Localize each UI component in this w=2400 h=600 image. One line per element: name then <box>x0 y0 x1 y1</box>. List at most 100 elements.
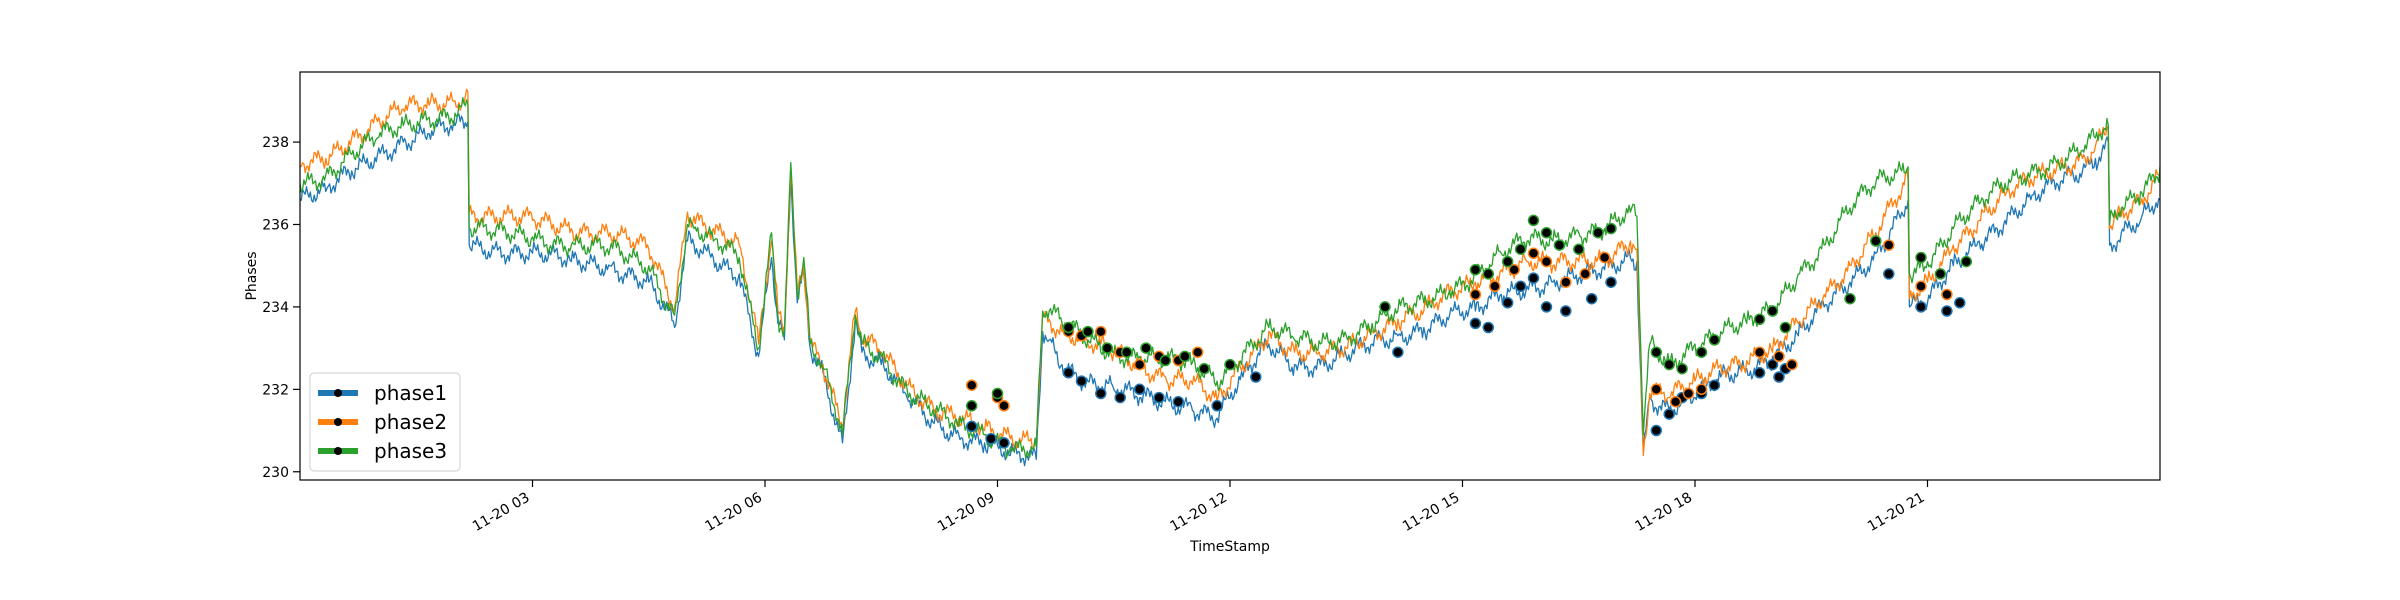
phase2-marker <box>1650 383 1663 396</box>
phase3-marker <box>965 400 978 412</box>
legend-marker-phase3 <box>334 447 342 455</box>
phase1-marker <box>985 433 997 445</box>
phase3-marker <box>1140 342 1152 354</box>
phase3-marker <box>1844 292 1856 305</box>
phase2-marker <box>1786 358 1798 371</box>
phase1-marker <box>1469 317 1482 330</box>
x-axis-label: TimeStamp <box>1189 539 1270 555</box>
phase3-marker <box>1870 235 1882 247</box>
phase2-marker <box>1773 350 1785 363</box>
phase1-marker <box>1605 276 1617 288</box>
phase1-marker <box>1954 297 1966 309</box>
phase3-marker <box>1663 358 1675 371</box>
phase2-marker <box>1941 288 1953 301</box>
phase1-marker <box>1708 379 1721 391</box>
phase3-marker <box>1379 301 1391 313</box>
phase2-marker <box>1540 255 1553 268</box>
legend: phase1 phase2 phase3 <box>309 372 461 472</box>
legend-box <box>309 372 461 472</box>
y-tick-label: 238 <box>262 135 289 151</box>
y-axis-label: Phases <box>244 251 260 300</box>
phase3-marker <box>1501 255 1514 268</box>
phase3-marker <box>1482 268 1495 280</box>
phase3-marker <box>1753 313 1766 326</box>
phase2-marker <box>1560 276 1572 288</box>
phase3-marker <box>1527 214 1540 227</box>
y-axis: 230 232 234 236 238 <box>262 135 300 481</box>
phase3-marker <box>1514 243 1527 255</box>
phase1-marker <box>1585 292 1598 305</box>
phase3-marker <box>1960 255 1973 268</box>
phase3-marker <box>1592 226 1604 239</box>
phase3-marker <box>1179 350 1191 363</box>
phase1-marker <box>1753 367 1766 379</box>
phase1-marker <box>1062 367 1075 379</box>
phase2-marker <box>1469 288 1482 301</box>
phase3-marker <box>1650 346 1663 358</box>
phase3-marker <box>1766 305 1779 317</box>
phase1-marker <box>1153 391 1165 404</box>
phase1-marker <box>1211 400 1223 412</box>
phase2-marker <box>1133 358 1146 371</box>
phase2-marker <box>1695 383 1708 396</box>
phase3-marker <box>1915 251 1927 264</box>
phase1-marker <box>998 437 1010 449</box>
phase1-marker <box>1501 297 1514 309</box>
phase3-marker <box>1120 346 1133 358</box>
phase3-marker <box>1159 354 1172 367</box>
phase1-marker <box>1650 424 1663 437</box>
phase1-marker <box>1514 280 1527 293</box>
phase3-marker <box>1573 243 1585 255</box>
phase2-line <box>299 88 2161 456</box>
phase1-marker <box>1560 305 1572 317</box>
phase2-marker <box>1915 280 1927 293</box>
phase3-marker <box>1198 362 1210 375</box>
phase1-marker <box>1540 301 1553 313</box>
phase3-marker <box>1082 325 1094 338</box>
phase3-marker <box>1540 226 1553 239</box>
phase2-marker <box>1682 387 1695 400</box>
phase2-marker <box>1883 239 1895 251</box>
phase1-marker <box>1172 395 1185 408</box>
phase1-marker <box>1773 371 1785 383</box>
phase2-marker <box>965 379 978 391</box>
phase3-marker <box>1062 321 1075 334</box>
legend-label-phase1: phase1 <box>374 381 447 405</box>
phase1-marker <box>1527 272 1540 284</box>
phase2-marker <box>1579 268 1591 280</box>
phase1-marker <box>965 420 978 433</box>
phase2-marker <box>1095 325 1107 338</box>
phase1-marker <box>1766 358 1779 371</box>
phase2-marker <box>1508 264 1520 276</box>
phase1-marker <box>1915 301 1927 313</box>
phase3-marker <box>1695 346 1708 358</box>
phase1-marker <box>1095 387 1107 400</box>
legend-marker-phase1 <box>334 389 342 397</box>
phase1-marker <box>1133 383 1146 396</box>
phase1-marker <box>1482 321 1495 334</box>
y-tick-label: 232 <box>262 382 289 398</box>
phase2-marker <box>1753 346 1766 358</box>
phase2-marker <box>998 400 1010 412</box>
phase1-marker <box>1941 305 1953 317</box>
phase2-marker <box>1669 395 1682 408</box>
phase3-marker <box>1779 321 1792 334</box>
phase3-marker <box>991 387 1004 400</box>
legend-label-phase2: phase2 <box>374 410 447 434</box>
y-tick-label: 236 <box>262 217 289 233</box>
phase3-marker <box>1553 239 1566 251</box>
anomaly-markers <box>965 214 1973 449</box>
y-tick-label: 234 <box>262 300 289 316</box>
phase1-marker <box>1114 391 1126 404</box>
phase3-marker <box>1224 358 1236 371</box>
phase1-line <box>299 113 2161 467</box>
phase2-marker <box>1191 346 1204 358</box>
phase3-marker <box>1934 268 1947 280</box>
y-tick-label: 230 <box>262 465 289 481</box>
phase1-marker <box>1883 268 1895 280</box>
phase1-marker <box>1075 375 1088 387</box>
phase2-marker <box>1489 280 1501 293</box>
phase1-marker <box>1250 371 1262 383</box>
phase3-marker <box>1469 264 1482 276</box>
phase1-marker <box>1663 408 1675 420</box>
